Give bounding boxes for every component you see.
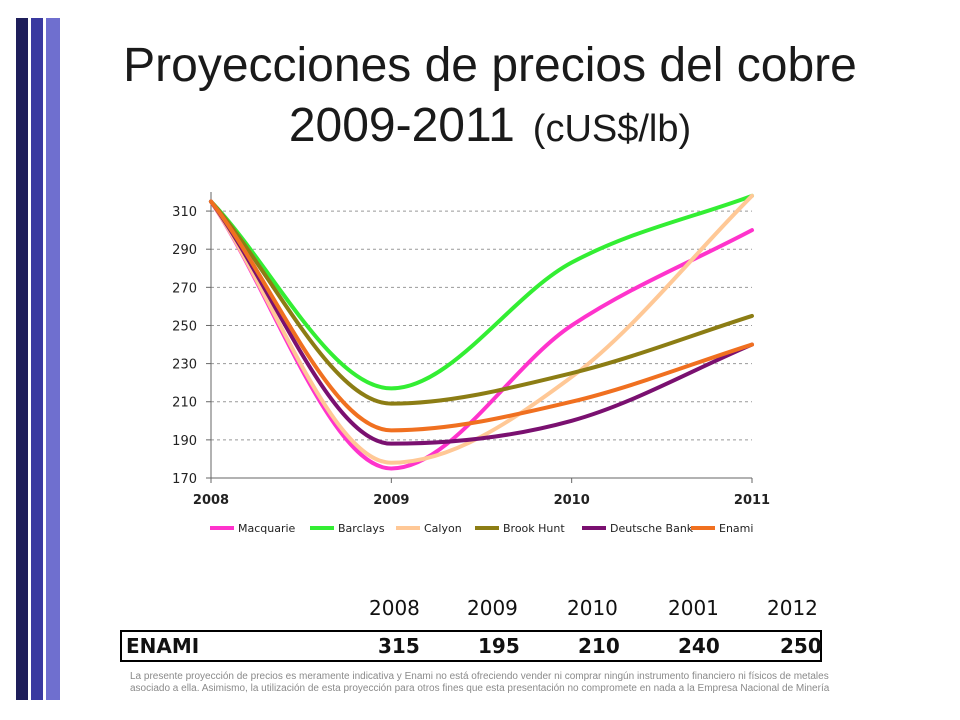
y-tick-label-250: 250: [172, 319, 197, 334]
enami-table-row: [120, 630, 822, 662]
accent-bar-light: [46, 18, 60, 700]
series-line-deutsche-bank: [209, 199, 754, 446]
slide-title-line1: Proyecciones de precios del cobre: [123, 39, 857, 92]
legend-label-barclays: Barclays: [338, 522, 385, 535]
table-year-2012: 2012: [767, 596, 818, 620]
legend-label-macquarie: Macquarie: [238, 522, 296, 535]
y-tick-label-190: 190: [172, 434, 197, 449]
table-year-2001: 2001: [668, 596, 719, 620]
x-tick-label-2011: 2011: [734, 493, 770, 508]
x-tick-label-2008: 2008: [193, 493, 229, 508]
disclaimer-text: La presente proyección de precios es mer…: [130, 671, 830, 694]
accent-bar-mid: [31, 18, 43, 700]
series-line-calyon: [209, 193, 754, 465]
table-year-2009: 2009: [467, 596, 518, 620]
slide-title-unit: (cUS$/lb): [532, 108, 692, 150]
legend-label-deutsche-bank: Deutsche Bank: [610, 522, 694, 535]
x-tick-label-2009: 2009: [373, 493, 409, 508]
table-year-2010: 2010: [567, 596, 618, 620]
table-value-2009: 195: [478, 634, 520, 658]
series-line-brook-hunt: [209, 199, 754, 406]
y-tick-label-290: 290: [172, 243, 197, 258]
slide-title-years: 2009-2011: [288, 99, 515, 152]
slide-title-line2: 2009-2011 (cUS$/lb): [60, 98, 920, 157]
table-value-2012: 250: [780, 634, 822, 658]
legend-label-calyon: Calyon: [424, 522, 462, 535]
y-tick-label-270: 270: [172, 281, 197, 296]
accent-bar-dark: [16, 18, 28, 700]
legend-label-enami: Enami: [719, 522, 753, 535]
y-tick-label-310: 310: [172, 205, 197, 220]
table-value-2001: 240: [678, 634, 720, 658]
table-row-label: ENAMI: [126, 634, 200, 658]
y-tick-label-170: 170: [172, 472, 197, 487]
series-line-barclays: [209, 193, 754, 391]
legend-label-brook-hunt: Brook Hunt: [503, 522, 565, 535]
table-value-2010: 210: [578, 634, 620, 658]
y-tick-label-230: 230: [172, 358, 197, 373]
table-value-2008: 315: [378, 634, 420, 658]
x-tick-label-2010: 2010: [554, 493, 590, 508]
table-year-2008: 2008: [369, 596, 420, 620]
y-tick-label-210: 210: [172, 396, 197, 411]
series-line-enami: [209, 199, 754, 433]
